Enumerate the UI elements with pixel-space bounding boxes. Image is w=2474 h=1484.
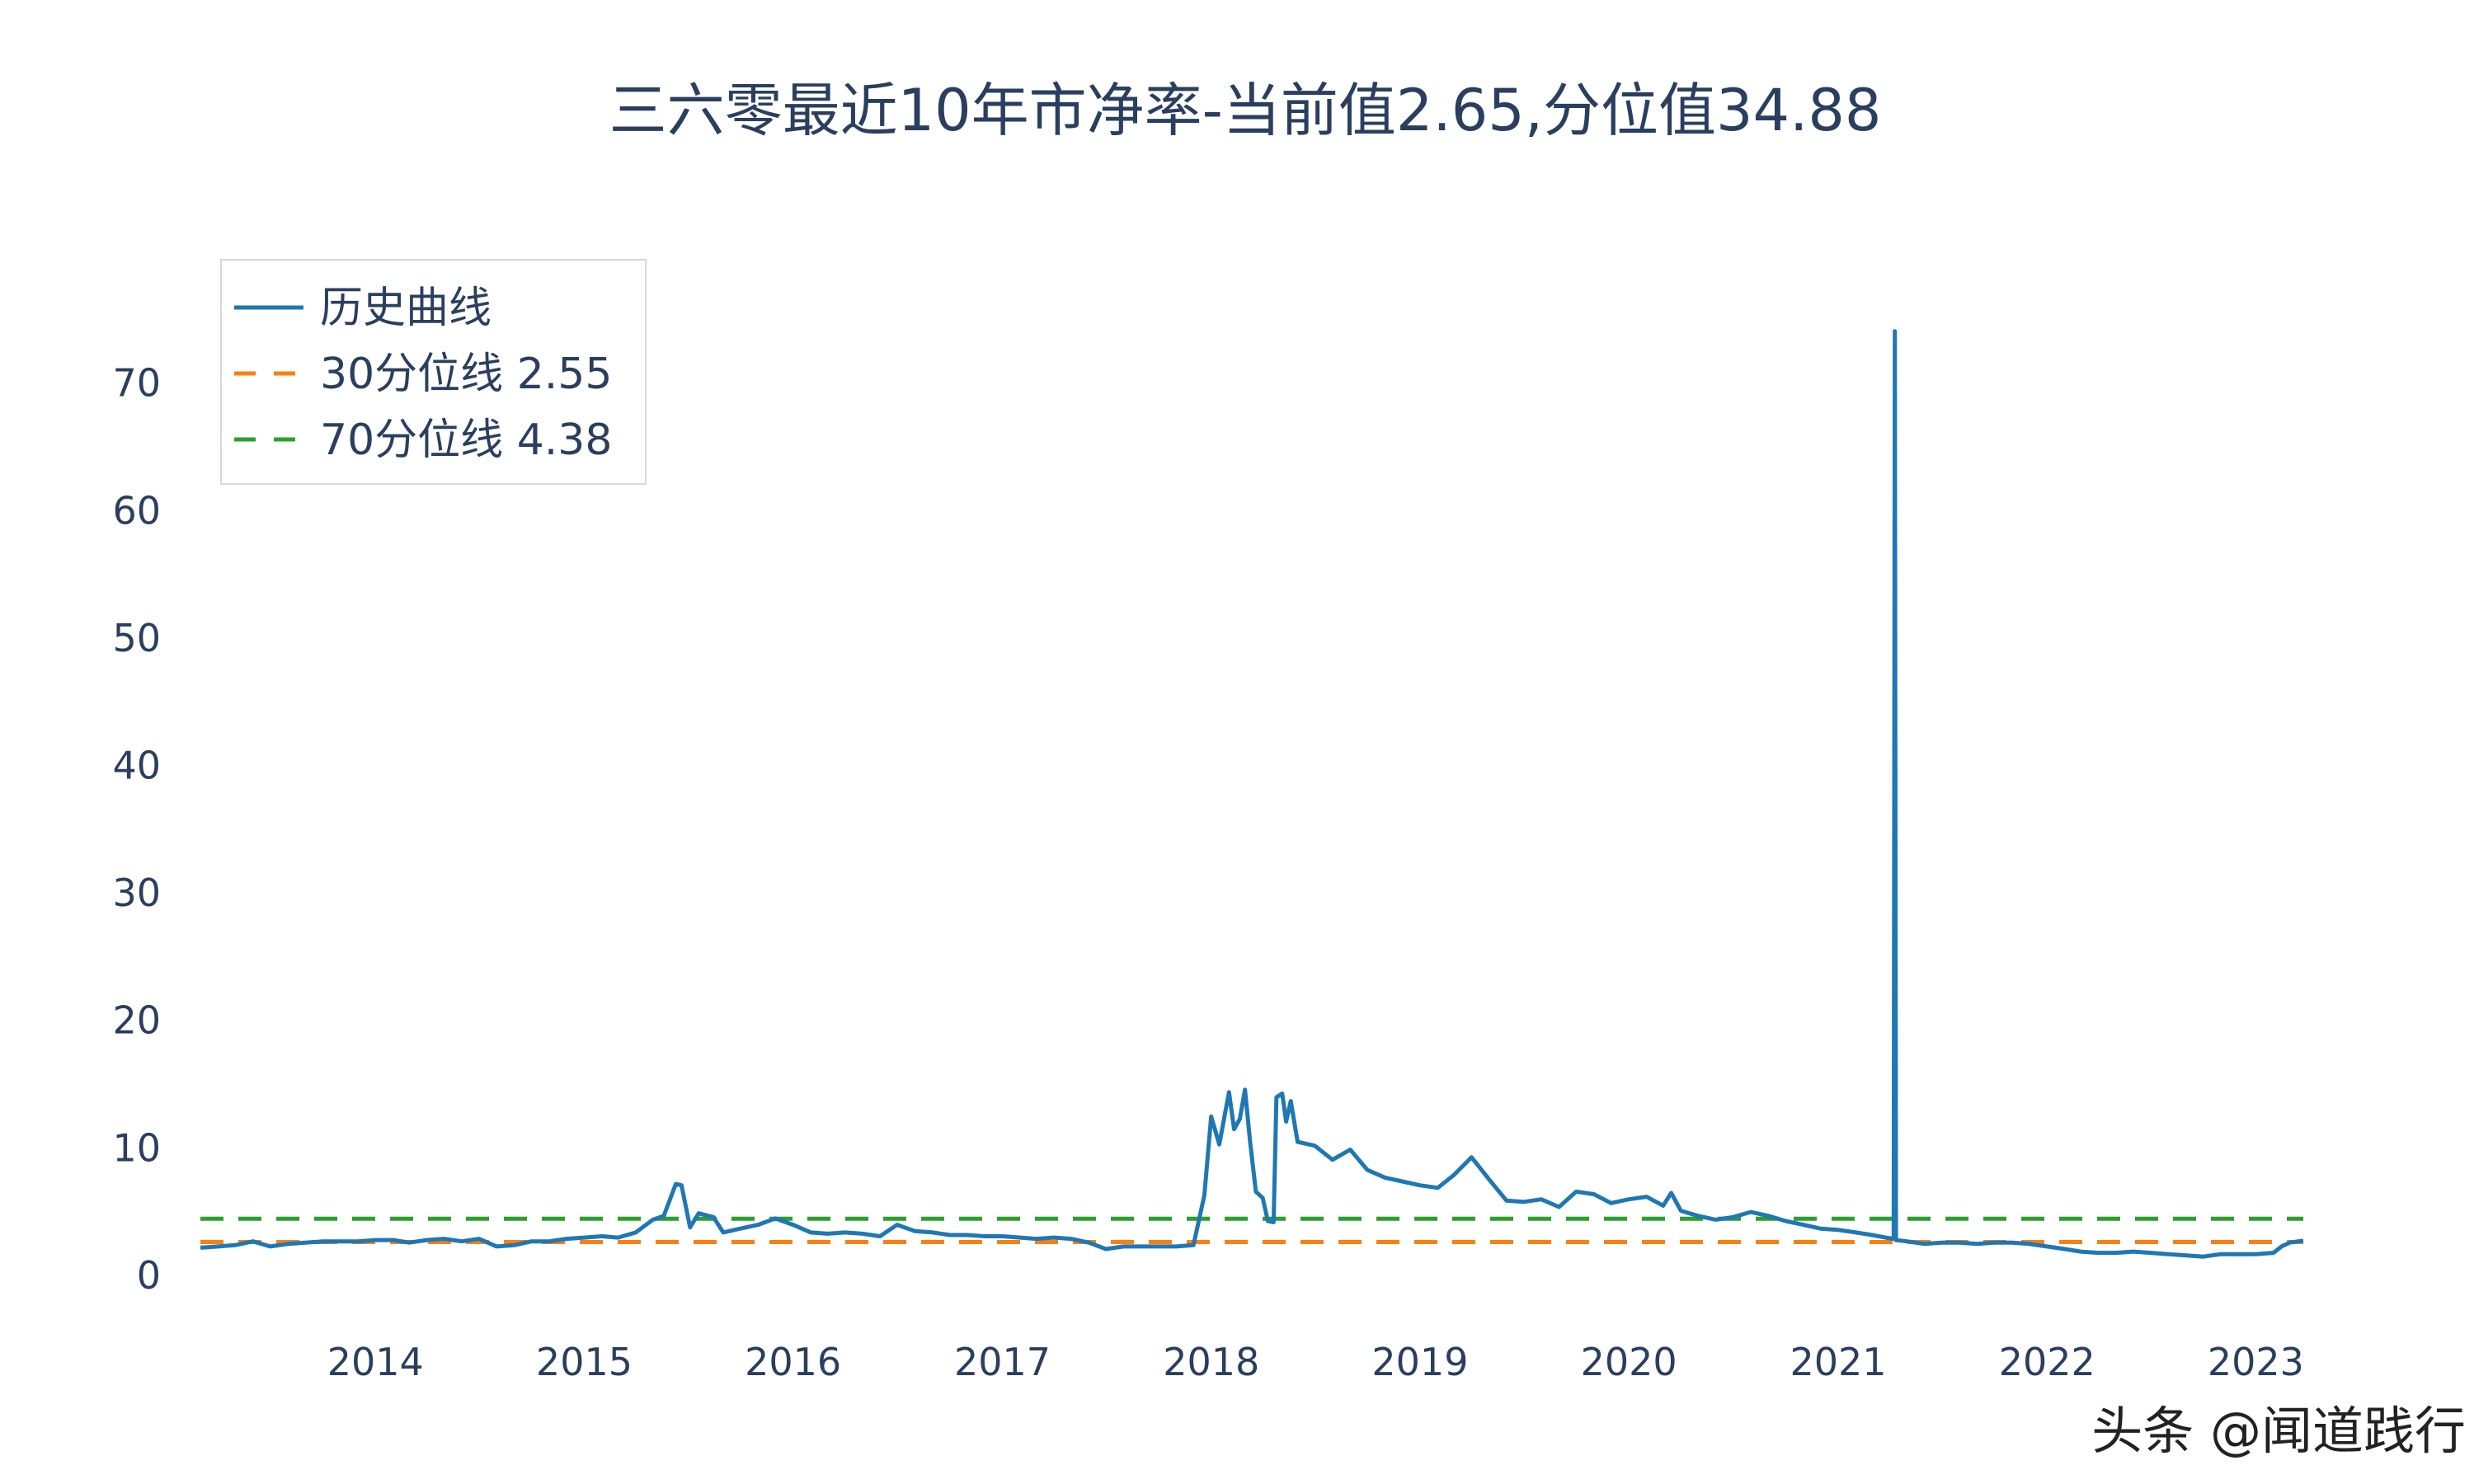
y-tick-label: 50 xyxy=(112,616,161,660)
y-tick-label: 10 xyxy=(112,1125,161,1170)
x-tick-label: 2017 xyxy=(954,1340,1051,1384)
x-tick-label: 2018 xyxy=(1163,1340,1259,1384)
x-tick-label: 2021 xyxy=(1790,1340,1886,1384)
x-tick-label: 2019 xyxy=(1371,1340,1468,1384)
legend-label-2: 30分位线 2.55 xyxy=(320,350,612,399)
series-line-1 xyxy=(200,329,2304,1259)
x-tick-label: 2020 xyxy=(1581,1340,1677,1384)
y-tick-label: 60 xyxy=(112,488,161,533)
x-tick-label: 2023 xyxy=(2208,1340,2304,1384)
y-tick-label: 70 xyxy=(112,361,161,406)
y-tick-label: 40 xyxy=(112,743,161,787)
x-tick-label: 2015 xyxy=(536,1340,633,1384)
y-tick-label: 20 xyxy=(112,998,161,1043)
x-tick-label: 2022 xyxy=(1999,1340,2095,1384)
legend-label-3: 70分位线 4.38 xyxy=(320,416,612,465)
x-tick-label: 2016 xyxy=(745,1340,841,1384)
series-layer xyxy=(200,329,2304,1259)
y-tick-label: 30 xyxy=(112,871,161,915)
y-tick-label: 0 xyxy=(137,1253,161,1298)
y-axis: 0 10 20 30 40 50 60 70 xyxy=(112,361,161,1298)
x-tick-label: 2014 xyxy=(327,1340,424,1384)
chart-title: 三六零最近10年市净率-当前值2.65,分位值34.88 xyxy=(609,77,1882,144)
watermark: 头条 @闻道践行 xyxy=(2091,1401,2466,1461)
legend: 历史曲线 30分位线 2.55 70分位线 4.38 xyxy=(220,259,647,485)
x-axis: 2014 2015 2016 2017 2018 2019 2020 2021 2022 2023 xyxy=(327,1340,2304,1384)
legend-label-1: 历史曲线 xyxy=(320,284,492,333)
